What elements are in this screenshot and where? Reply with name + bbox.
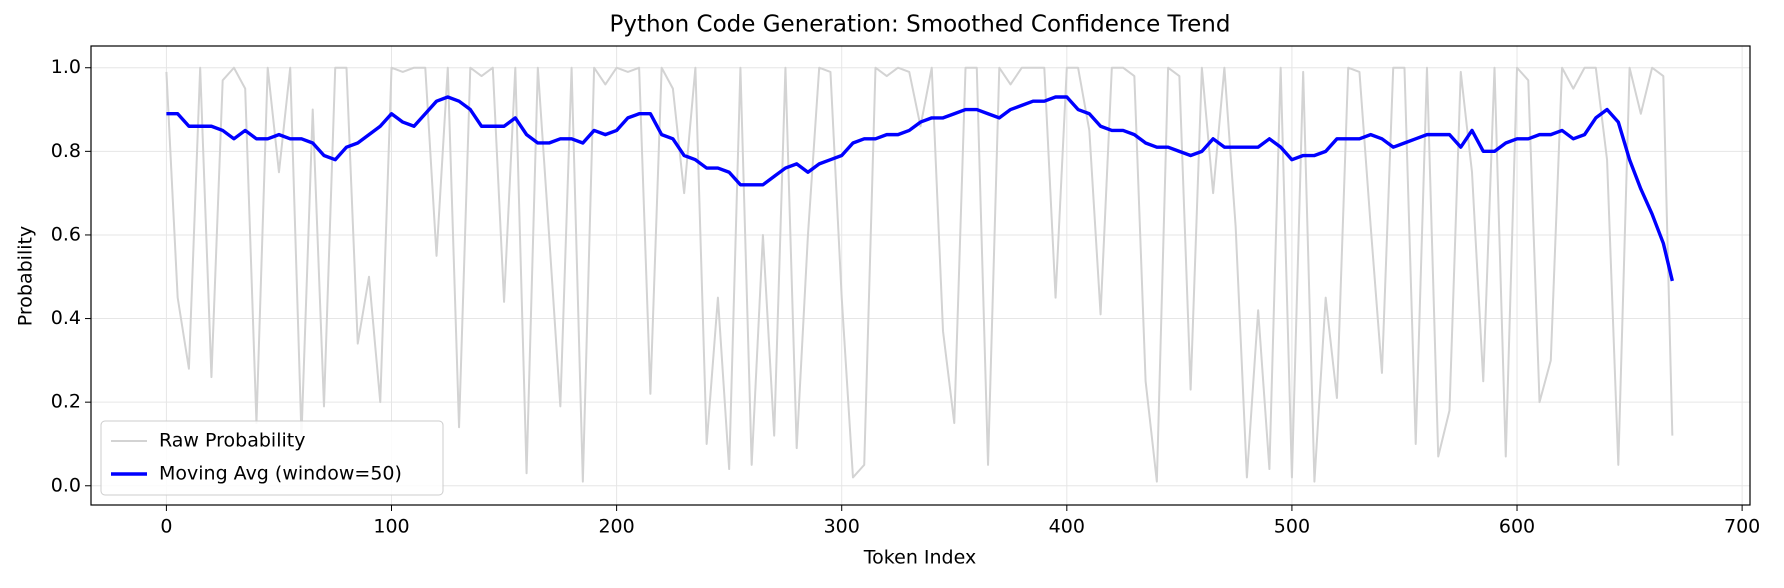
- x-tick-label: 500: [1274, 516, 1310, 538]
- x-tick-label: 600: [1499, 516, 1535, 538]
- y-axis-label: Probability: [15, 226, 37, 326]
- legend-label: Moving Avg (window=50): [159, 463, 402, 485]
- y-tick-label: 0.0: [51, 474, 81, 496]
- plot-frame: [90, 45, 1751, 506]
- series-line: [166, 95, 1674, 282]
- x-tick-label: 300: [824, 516, 860, 538]
- legend-box: [100, 420, 444, 496]
- x-tick-label: 200: [598, 516, 634, 538]
- y-tick-label: 1.0: [51, 56, 81, 78]
- legend-label: Raw Probability: [159, 430, 305, 452]
- y-tick-label: 0.6: [51, 223, 81, 245]
- legend: Raw Probability Moving Avg (window=50): [100, 420, 444, 496]
- x-axis-label: Token Index: [863, 547, 976, 569]
- x-tick-label: 0: [160, 516, 172, 538]
- y-tick-label: 0.8: [51, 140, 81, 162]
- x-tick-label: 700: [1724, 516, 1760, 538]
- x-tick-label: 100: [373, 516, 409, 538]
- y-tick-label: 0.4: [51, 307, 81, 329]
- x-tick-label: 400: [1049, 516, 1085, 538]
- series-line: [165, 66, 1674, 483]
- chart-title: Python Code Generation: Smoothed Confide…: [610, 12, 1231, 38]
- y-tick-label: 0.2: [51, 391, 81, 413]
